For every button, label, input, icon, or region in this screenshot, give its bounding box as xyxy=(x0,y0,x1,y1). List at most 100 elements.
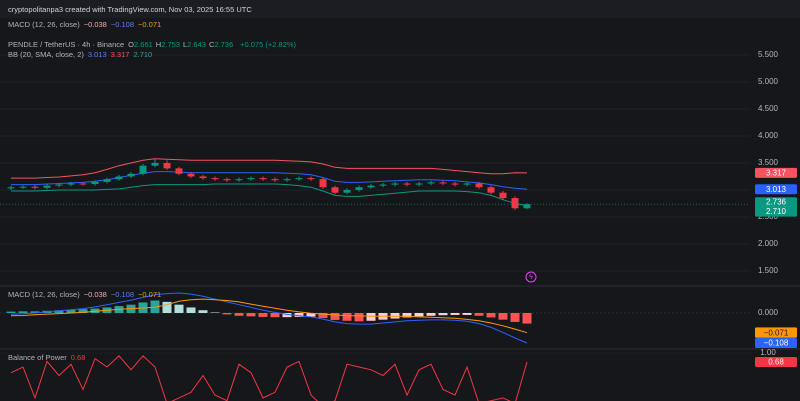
candle-body xyxy=(295,178,303,180)
histogram-bar xyxy=(270,313,280,318)
candle-body xyxy=(127,173,135,177)
ohlc-key: H xyxy=(155,40,162,49)
histogram-bar xyxy=(318,313,328,318)
change: +0.075 (+2.82%) xyxy=(240,40,297,49)
candle-body xyxy=(439,182,447,184)
histogram-bar xyxy=(258,313,268,317)
histogram-bar xyxy=(222,313,232,315)
candle-body xyxy=(391,183,399,185)
histogram-bar xyxy=(186,307,196,313)
candle-body xyxy=(67,183,75,185)
candle-body xyxy=(271,179,279,181)
y-tick-label: 1.00 xyxy=(760,348,776,357)
price-tag-label: 3.013 xyxy=(766,185,787,194)
candle-body xyxy=(235,179,243,181)
candle-body xyxy=(511,198,519,209)
candle-body xyxy=(139,165,147,174)
candle-body xyxy=(7,187,15,189)
legend-value: −0.038 xyxy=(83,20,107,29)
y-tick-label: 5.500 xyxy=(758,50,779,59)
candle-body xyxy=(307,178,315,180)
y-tick-label: 2.000 xyxy=(758,239,779,248)
candle-body xyxy=(55,184,63,186)
macd-line xyxy=(10,298,528,334)
histogram-bar xyxy=(330,313,340,320)
histogram-bar xyxy=(510,313,520,322)
legend-title: Balance of Power xyxy=(8,353,67,362)
price-tag xyxy=(755,327,797,338)
price-tag xyxy=(755,356,797,367)
histogram-bar xyxy=(450,313,460,315)
candle-body xyxy=(475,183,483,188)
histogram-bar xyxy=(78,309,88,313)
candle-body xyxy=(211,178,219,180)
histogram-bar xyxy=(462,313,472,315)
bb-legend: BB (20, SMA, close, 2) 3.013 3.317 2.710 xyxy=(8,50,156,59)
price-tag xyxy=(755,184,797,195)
y-tick-label: 4.500 xyxy=(758,104,779,113)
y-tick-label: 5.000 xyxy=(758,77,779,86)
histogram-bar xyxy=(90,308,100,313)
ohlc-key: O xyxy=(128,40,135,49)
candle-body xyxy=(463,183,471,185)
candle-body xyxy=(427,182,435,184)
histogram-bar xyxy=(6,311,16,313)
histogram-bar xyxy=(390,313,400,319)
histogram-bar xyxy=(414,313,424,317)
histogram-bar xyxy=(426,313,436,316)
histogram-bar xyxy=(54,310,64,313)
candle-body xyxy=(379,184,387,186)
histogram-bar xyxy=(306,313,316,317)
histogram-bar xyxy=(66,309,76,313)
price-tag-label: 0.68 xyxy=(768,358,784,367)
candle-body xyxy=(115,176,123,180)
histogram-bar xyxy=(246,313,256,317)
candle-body xyxy=(343,189,351,193)
price-tag-label: 2.736 xyxy=(766,197,787,206)
y-tick-label: 4.000 xyxy=(758,131,779,140)
header: cryptopolitanpa3 created with TradingVie… xyxy=(8,5,252,14)
histogram-bar xyxy=(402,313,412,318)
legend-value: −0.108 xyxy=(110,290,135,299)
header-bar xyxy=(0,0,800,18)
candle-body xyxy=(487,187,495,193)
legend-value: 0.68 xyxy=(70,353,86,362)
candle-body xyxy=(223,179,231,181)
histogram-bar xyxy=(498,313,508,320)
legend-value: 2.710 xyxy=(133,50,153,59)
event-icon-glyph: ϟ xyxy=(529,274,533,281)
candle-body xyxy=(91,181,99,185)
bb-line xyxy=(11,171,528,190)
candle-body xyxy=(259,178,267,180)
candle-body xyxy=(319,179,327,188)
candle-body xyxy=(19,186,27,188)
histogram-bar xyxy=(210,312,220,313)
histogram-bar xyxy=(342,313,352,321)
y-tick-label: 3.500 xyxy=(758,158,779,167)
legend-value: 3.317 xyxy=(110,50,130,59)
price-tag xyxy=(755,206,797,217)
histogram-bar xyxy=(18,311,28,313)
candle-body xyxy=(403,183,411,185)
legend-title: BB (20, SMA, close, 2) xyxy=(8,50,84,59)
price-tag xyxy=(755,167,797,178)
legend-value: 3.013 xyxy=(87,50,107,59)
legend-value: −0.071 xyxy=(138,290,162,299)
candle-body xyxy=(367,185,375,188)
candle-body xyxy=(103,179,111,182)
macd-legend: MACD (12, 26, close) −0.038 −0.108 −0.071 xyxy=(8,290,165,299)
ohlc: O2.661 H2.753 L2.643 C2.736 xyxy=(128,40,236,49)
candle-body xyxy=(175,168,183,174)
histogram-bar xyxy=(234,313,244,316)
histogram-bar xyxy=(294,313,304,317)
candle-body xyxy=(355,187,363,190)
histogram-bar xyxy=(174,304,184,313)
candle-body xyxy=(247,178,255,180)
price-tag xyxy=(755,338,797,348)
legend-value: −0.038 xyxy=(83,290,107,299)
histogram-bar xyxy=(366,313,376,321)
candle-body xyxy=(451,183,459,185)
ohlc-value: 2.661 xyxy=(134,40,153,49)
candle-body xyxy=(163,162,171,169)
